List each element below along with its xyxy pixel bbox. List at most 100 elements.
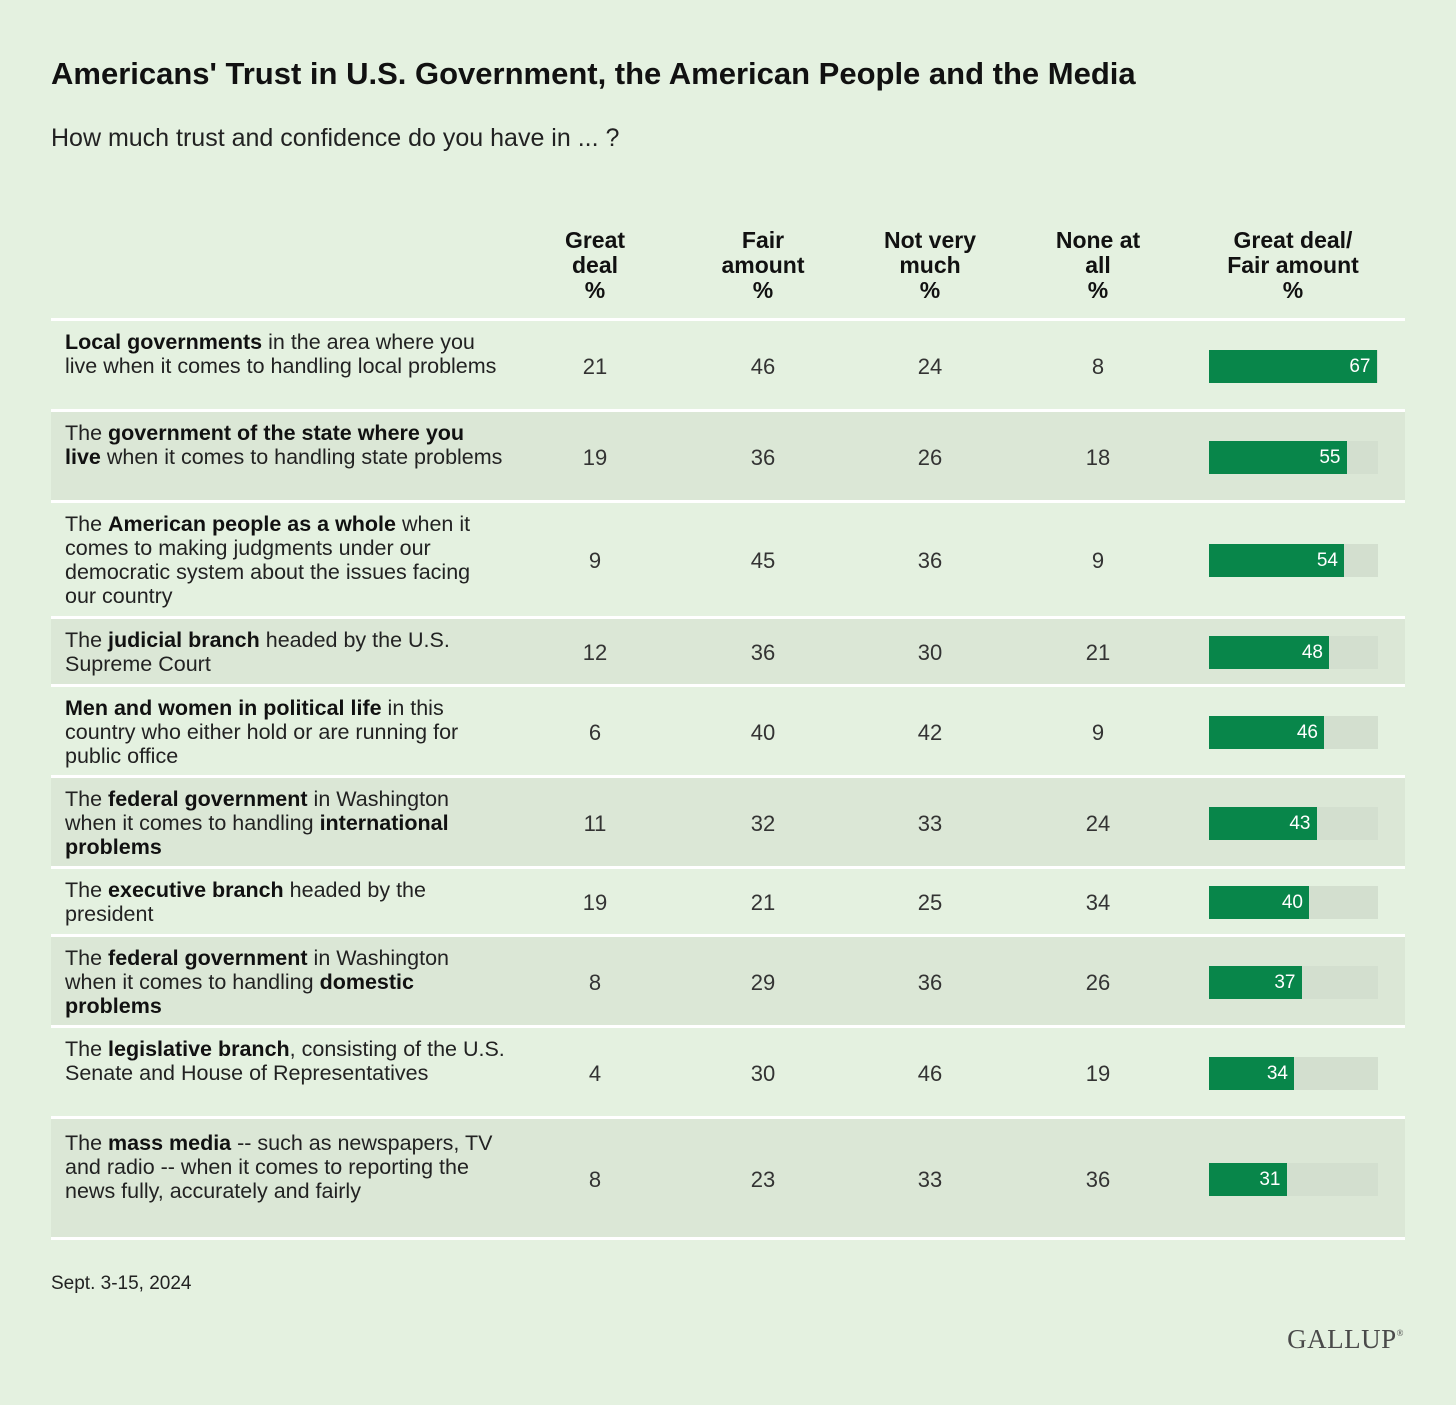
col-great-fair-header: Great deal/Fair amount% [1198,228,1388,303]
cell-none-at-all: 8 [1091,354,1105,379]
row-label: The judicial branch headed by the U.S. S… [65,628,450,676]
bar: 31 [1209,1163,1287,1196]
bar-value-label: 43 [1289,813,1311,834]
cell-none-at-all: 9 [1091,720,1105,745]
bar-track: 54 [1209,544,1378,577]
bar-value-label: 46 [1296,722,1318,743]
header-line: None at [1055,227,1141,253]
bar-track: 31 [1209,1163,1378,1196]
header-line: amount [721,252,805,278]
cell-great-deal: 21 [582,354,608,379]
cell-not-very-much: 25 [917,890,943,915]
cell-fair-amount: 23 [750,1167,776,1192]
table-row: The government of the state where you li… [51,412,1405,503]
cell-not-very-much: 42 [917,720,943,745]
survey-date-note: Sept. 3-15, 2024 [51,1273,192,1294]
cell-none-at-all: 9 [1091,548,1105,573]
row-label: The federal government in Washington whe… [65,946,449,1018]
gallup-logo: GALLUP® [1287,1324,1404,1354]
table-row: The judicial branch headed by the U.S. S… [51,619,1405,687]
bar: 37 [1209,966,1302,999]
bar: 54 [1209,544,1344,577]
cell-fair-amount: 29 [750,970,776,995]
header-line: % [1087,277,1109,303]
bar-value-label: 37 [1274,972,1296,993]
row-label: Local governments in the area where you … [65,330,497,378]
cell-great-deal: 9 [588,548,602,573]
bar: 48 [1209,636,1329,669]
table-row: The executive branch headed by the presi… [51,869,1405,937]
chart-subtitle: How much trust and confidence do you hav… [51,124,620,152]
col-not-very-much-header: Not very much% [855,228,1005,303]
table-header: Great deal% Fair amount% Not very much% None a… [51,224,1405,321]
header-line: Fair [741,227,785,253]
table-row: The federal government in Washington whe… [51,937,1405,1028]
header-line: % [584,277,606,303]
cell-none-at-all: 24 [1085,811,1111,836]
bar-track: 48 [1209,636,1378,669]
trust-table: Great deal% Fair amount% Not very much% None a… [51,224,1405,1240]
cell-great-deal: 6 [588,720,602,745]
cell-not-very-much: 36 [917,970,943,995]
row-label: Men and women in political life in this … [65,696,459,768]
bar: 46 [1209,716,1324,749]
bar-value-label: 48 [1301,642,1323,663]
row-label: The mass media -- such as newspapers, TV… [65,1131,493,1203]
table-row: The mass media -- such as newspapers, TV… [51,1119,1405,1240]
row-label: The legislative branch, consisting of th… [65,1037,505,1085]
header-line: much [899,252,961,278]
bar-track: 43 [1209,807,1378,840]
cell-not-very-much: 33 [917,1167,943,1192]
cell-great-deal: 4 [588,1061,602,1086]
bar-value-label: 67 [1349,356,1371,377]
col-fair-amount-header: Fair amount% [698,228,828,303]
header-line: deal [571,252,619,278]
cell-not-very-much: 36 [917,548,943,573]
bar-value-label: 54 [1316,550,1338,571]
cell-fair-amount: 46 [750,354,776,379]
bar-value-label: 34 [1266,1063,1288,1084]
row-label: The executive branch headed by the presi… [65,878,426,926]
table-row: The federal government in Washington whe… [51,778,1405,869]
cell-great-deal: 19 [582,890,608,915]
cell-none-at-all: 19 [1085,1061,1111,1086]
bar: 40 [1209,886,1309,919]
cell-great-deal: 19 [582,445,608,470]
table-row: Local governments in the area where you … [51,321,1405,412]
cell-not-very-much: 33 [917,811,943,836]
bar-value-label: 55 [1319,447,1341,468]
bar-track: 34 [1209,1057,1378,1090]
bar-track: 40 [1209,886,1378,919]
cell-great-deal: 11 [583,811,607,836]
col-none-at-all-header: None at all% [1023,228,1173,303]
header-line: Not very [883,227,977,253]
cell-none-at-all: 36 [1085,1167,1111,1192]
bar-track: 55 [1209,441,1378,474]
cell-not-very-much: 46 [917,1061,943,1086]
col-great-deal-header: Great deal% [530,228,660,303]
header-line: all [1085,252,1111,278]
cell-fair-amount: 36 [750,640,776,665]
cell-great-deal: 12 [582,640,608,665]
cell-fair-amount: 32 [750,811,776,836]
cell-fair-amount: 21 [750,890,776,915]
row-label: The federal government in Washington whe… [65,787,449,859]
header-line: Fair amount [1227,252,1359,278]
cell-not-very-much: 24 [917,354,943,379]
cell-fair-amount: 45 [750,548,776,573]
cell-none-at-all: 18 [1085,445,1111,470]
bar-track: 37 [1209,966,1378,999]
table-row: The legislative branch, consisting of th… [51,1028,1405,1119]
table-body: Local governments in the area where you … [51,321,1405,1240]
bar-value-label: 40 [1281,892,1303,913]
bar-value-label: 31 [1259,1169,1281,1190]
header-line: Great deal/ [1233,227,1353,253]
cell-none-at-all: 34 [1085,890,1111,915]
cell-not-very-much: 30 [917,640,943,665]
cell-not-very-much: 26 [917,445,943,470]
bar: 55 [1209,441,1347,474]
table-row: The American people as a whole when it c… [51,503,1405,619]
bar: 67 [1209,350,1377,383]
header-line: % [919,277,941,303]
bar-track: 67 [1209,350,1378,383]
